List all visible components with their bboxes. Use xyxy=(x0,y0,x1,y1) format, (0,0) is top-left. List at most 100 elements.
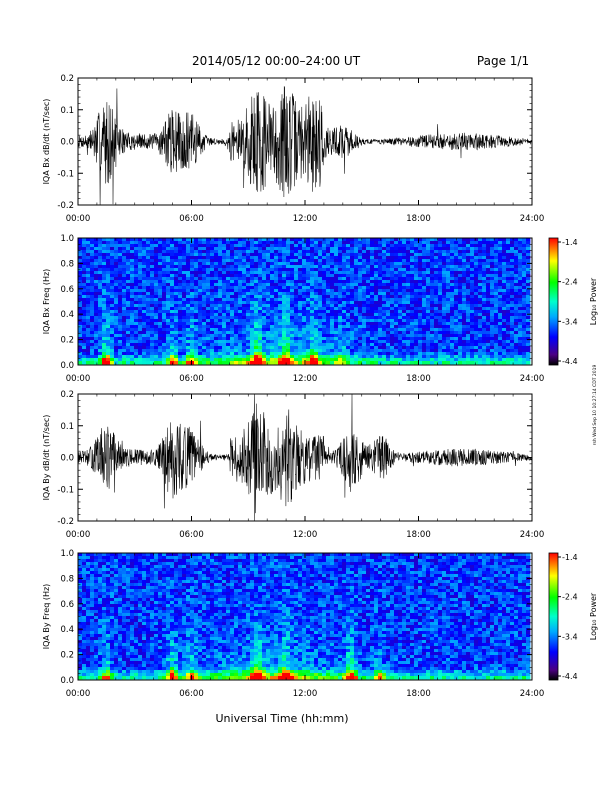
spectrogram-cell xyxy=(434,313,439,317)
spectrogram-cell xyxy=(486,289,491,293)
spectrogram-cell xyxy=(78,346,83,350)
spectrogram-cell xyxy=(98,343,103,347)
spectrogram-cell xyxy=(278,304,283,308)
spectrogram-cell xyxy=(106,289,111,293)
spectrogram-cell xyxy=(522,289,527,293)
spectrogram-cell xyxy=(94,319,99,323)
spectrogram-cell xyxy=(198,265,203,269)
spectrogram-cell xyxy=(466,289,471,293)
spectrogram-cell xyxy=(518,238,523,242)
spectrogram-cell xyxy=(474,250,479,254)
spectrogram-cell xyxy=(490,331,495,335)
spectrogram-cell xyxy=(398,283,403,287)
spectrogram-cell xyxy=(490,238,495,242)
spectrogram-cell xyxy=(290,316,295,320)
spectrogram-cell xyxy=(502,349,507,353)
spectrogram-cell xyxy=(382,301,387,305)
spectrogram-cell xyxy=(202,286,207,290)
spectrogram-cell xyxy=(362,280,367,284)
spectrogram-cell xyxy=(94,259,99,263)
spectrogram-cell xyxy=(334,250,339,254)
spectrogram-cell xyxy=(130,280,135,284)
spectrogram-cell xyxy=(134,253,139,257)
spectrogram-cell xyxy=(158,361,163,365)
spectrogram-cell xyxy=(166,346,171,350)
spectrogram-cell xyxy=(254,304,259,308)
spectrogram-cell xyxy=(354,319,359,323)
spectrogram-cell xyxy=(98,559,103,563)
spectrogram-cell xyxy=(398,331,403,335)
spectrogram-cell xyxy=(246,340,251,344)
spectrogram-cell xyxy=(138,322,143,326)
spectrogram-cell xyxy=(378,289,383,293)
spectrogram-cell xyxy=(226,340,231,344)
spectrogram-cell xyxy=(362,274,367,278)
spectrogram-cell xyxy=(210,328,215,332)
spectrogram-cell xyxy=(394,298,399,302)
spectrogram-cell xyxy=(518,256,523,260)
spectrogram-cell xyxy=(350,286,355,290)
spectrogram-cell xyxy=(510,346,515,350)
spectrogram-cell xyxy=(302,289,307,293)
spectrogram-cell xyxy=(490,346,495,350)
spectrogram-cell xyxy=(406,349,411,353)
spectrogram-cell xyxy=(138,295,143,299)
spectrogram-cell xyxy=(94,667,99,671)
spectrogram-cell xyxy=(98,310,103,314)
spectrogram-cell xyxy=(318,334,323,338)
spectrogram-cell xyxy=(414,325,419,329)
spectrogram-cell xyxy=(166,328,171,332)
spectrogram-cell xyxy=(158,346,163,350)
spectrogram-cell xyxy=(290,310,295,314)
spectrogram-cell xyxy=(370,286,375,290)
spectrogram-cell xyxy=(314,316,319,320)
spectrogram-cell xyxy=(194,256,199,260)
spectrogram-cell xyxy=(422,346,427,350)
spectrogram-cell xyxy=(222,340,227,344)
spectrogram-cell xyxy=(510,319,515,323)
spectrogram-cell xyxy=(218,331,223,335)
spectrogram-cell xyxy=(222,334,227,338)
spectrogram-cell xyxy=(254,328,259,332)
spectrogram-cell xyxy=(434,355,439,359)
spectrogram-cell xyxy=(298,280,303,284)
spectrogram-cell xyxy=(234,280,239,284)
spectrogram-cell xyxy=(410,325,415,329)
spectrogram-cell xyxy=(450,259,455,263)
colorbar-label: Log₁₀ Power xyxy=(589,277,598,325)
spectrogram-cell xyxy=(478,280,483,284)
spectrogram-cell xyxy=(334,325,339,329)
spectrogram-cell xyxy=(130,304,135,308)
spectrogram-cell xyxy=(90,622,95,626)
spectrogram-cell xyxy=(394,349,399,353)
spectrogram-cell xyxy=(254,283,259,287)
spectrogram-cell xyxy=(234,355,239,359)
spectrogram-cell xyxy=(242,280,247,284)
spectrogram-cell xyxy=(446,313,451,317)
spectrogram-cell xyxy=(318,283,323,287)
spectrogram-cell xyxy=(486,262,491,266)
spectrogram-cell xyxy=(518,259,523,263)
spectrogram-cell xyxy=(158,304,163,308)
spectrogram-cell xyxy=(262,280,267,284)
spectrogram-cell xyxy=(230,334,235,338)
spectrogram-cell xyxy=(98,319,103,323)
spectrogram-cell xyxy=(86,577,91,581)
spectrogram-cell xyxy=(130,316,135,320)
spectrogram-cell xyxy=(202,268,207,272)
spectrogram-cell xyxy=(150,343,155,347)
spectrogram-cell xyxy=(438,244,443,248)
spectrogram-cell xyxy=(446,355,451,359)
spectrogram-cell xyxy=(470,277,475,281)
spectrogram-cell xyxy=(478,322,483,326)
spectrogram-cell xyxy=(234,346,239,350)
spectrogram-cell xyxy=(386,355,391,359)
spectrogram-cell xyxy=(218,298,223,302)
spectrogram-cell xyxy=(154,322,159,326)
spectrogram-cell xyxy=(390,313,395,317)
spectrogram-cell xyxy=(86,634,91,638)
spectrogram-cell xyxy=(506,340,511,344)
spectrogram-cell xyxy=(210,301,215,305)
spectrogram-cell xyxy=(190,331,195,335)
spectrogram-cell xyxy=(406,277,411,281)
